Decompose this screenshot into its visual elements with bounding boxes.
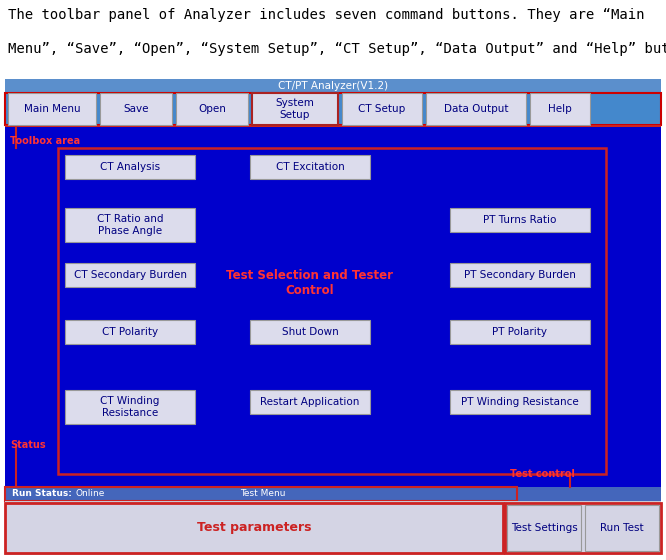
- Bar: [100, 93, 172, 125]
- Bar: [65, 320, 195, 344]
- Bar: [65, 390, 195, 424]
- Text: Run Test: Run Test: [600, 523, 644, 533]
- Text: Save: Save: [123, 104, 149, 114]
- Text: Open: Open: [198, 104, 226, 114]
- Text: Data Output: Data Output: [444, 104, 508, 114]
- Text: Status: Status: [10, 440, 46, 450]
- Bar: [252, 93, 338, 125]
- Text: The toolbar panel of Analyzer includes seven command buttons. They are “Main: The toolbar panel of Analyzer includes s…: [8, 8, 645, 22]
- Text: Run Status:: Run Status:: [12, 489, 72, 498]
- Text: CT Polarity: CT Polarity: [102, 327, 158, 337]
- Bar: [450, 320, 590, 344]
- Text: PT Polarity: PT Polarity: [492, 327, 547, 337]
- Bar: [5, 125, 661, 487]
- Bar: [5, 487, 517, 501]
- Bar: [342, 93, 422, 125]
- Text: System
Setup: System Setup: [276, 98, 314, 120]
- Bar: [5, 503, 503, 553]
- Text: CT Excitation: CT Excitation: [276, 162, 344, 172]
- Bar: [450, 390, 590, 414]
- Bar: [65, 208, 195, 242]
- Bar: [585, 505, 659, 551]
- Bar: [530, 93, 590, 125]
- Bar: [5, 501, 661, 555]
- Text: PT Secondary Burden: PT Secondary Burden: [464, 270, 576, 280]
- Bar: [5, 79, 661, 93]
- Bar: [250, 390, 370, 414]
- Bar: [426, 93, 526, 125]
- Bar: [8, 93, 96, 125]
- Bar: [250, 155, 370, 179]
- Bar: [250, 320, 370, 344]
- Text: PT Winding Resistance: PT Winding Resistance: [461, 397, 579, 407]
- Bar: [5, 93, 661, 125]
- Text: Test Menu: Test Menu: [240, 489, 286, 498]
- Text: CT Winding
Resistance: CT Winding Resistance: [101, 396, 160, 418]
- Text: Test parameters: Test parameters: [196, 521, 311, 534]
- Text: CT Ratio and
Phase Angle: CT Ratio and Phase Angle: [97, 214, 163, 236]
- Bar: [65, 263, 195, 287]
- Text: CT/PT Analyzer(V1.2): CT/PT Analyzer(V1.2): [278, 81, 388, 91]
- Bar: [450, 263, 590, 287]
- Text: Test Selection and Tester
Control: Test Selection and Tester Control: [226, 269, 394, 297]
- Text: CT Secondary Burden: CT Secondary Burden: [73, 270, 186, 280]
- Text: PT Turns Ratio: PT Turns Ratio: [484, 215, 557, 225]
- Bar: [176, 93, 248, 125]
- Text: Test control: Test control: [510, 469, 575, 479]
- Text: Toolbox area: Toolbox area: [10, 136, 80, 146]
- Text: Main Menu: Main Menu: [24, 104, 81, 114]
- Text: Shut Down: Shut Down: [282, 327, 338, 337]
- Bar: [58, 148, 606, 474]
- Text: CT Setup: CT Setup: [358, 104, 406, 114]
- Text: Help: Help: [548, 104, 572, 114]
- Bar: [0, 0, 666, 78]
- Text: CT Analysis: CT Analysis: [100, 162, 160, 172]
- Text: Restart Application: Restart Application: [260, 397, 360, 407]
- Text: Menu”, “Save”, “Open”, “System Setup”, “CT Setup”, “Data Output” and “Help” butt: Menu”, “Save”, “Open”, “System Setup”, “…: [8, 42, 666, 56]
- Bar: [5, 487, 661, 501]
- Bar: [505, 503, 661, 553]
- Bar: [5, 93, 661, 125]
- Bar: [65, 155, 195, 179]
- Bar: [450, 208, 590, 232]
- Bar: [507, 505, 581, 551]
- Bar: [5, 125, 661, 127]
- Text: Test Settings: Test Settings: [511, 523, 577, 533]
- Text: Online: Online: [75, 489, 105, 498]
